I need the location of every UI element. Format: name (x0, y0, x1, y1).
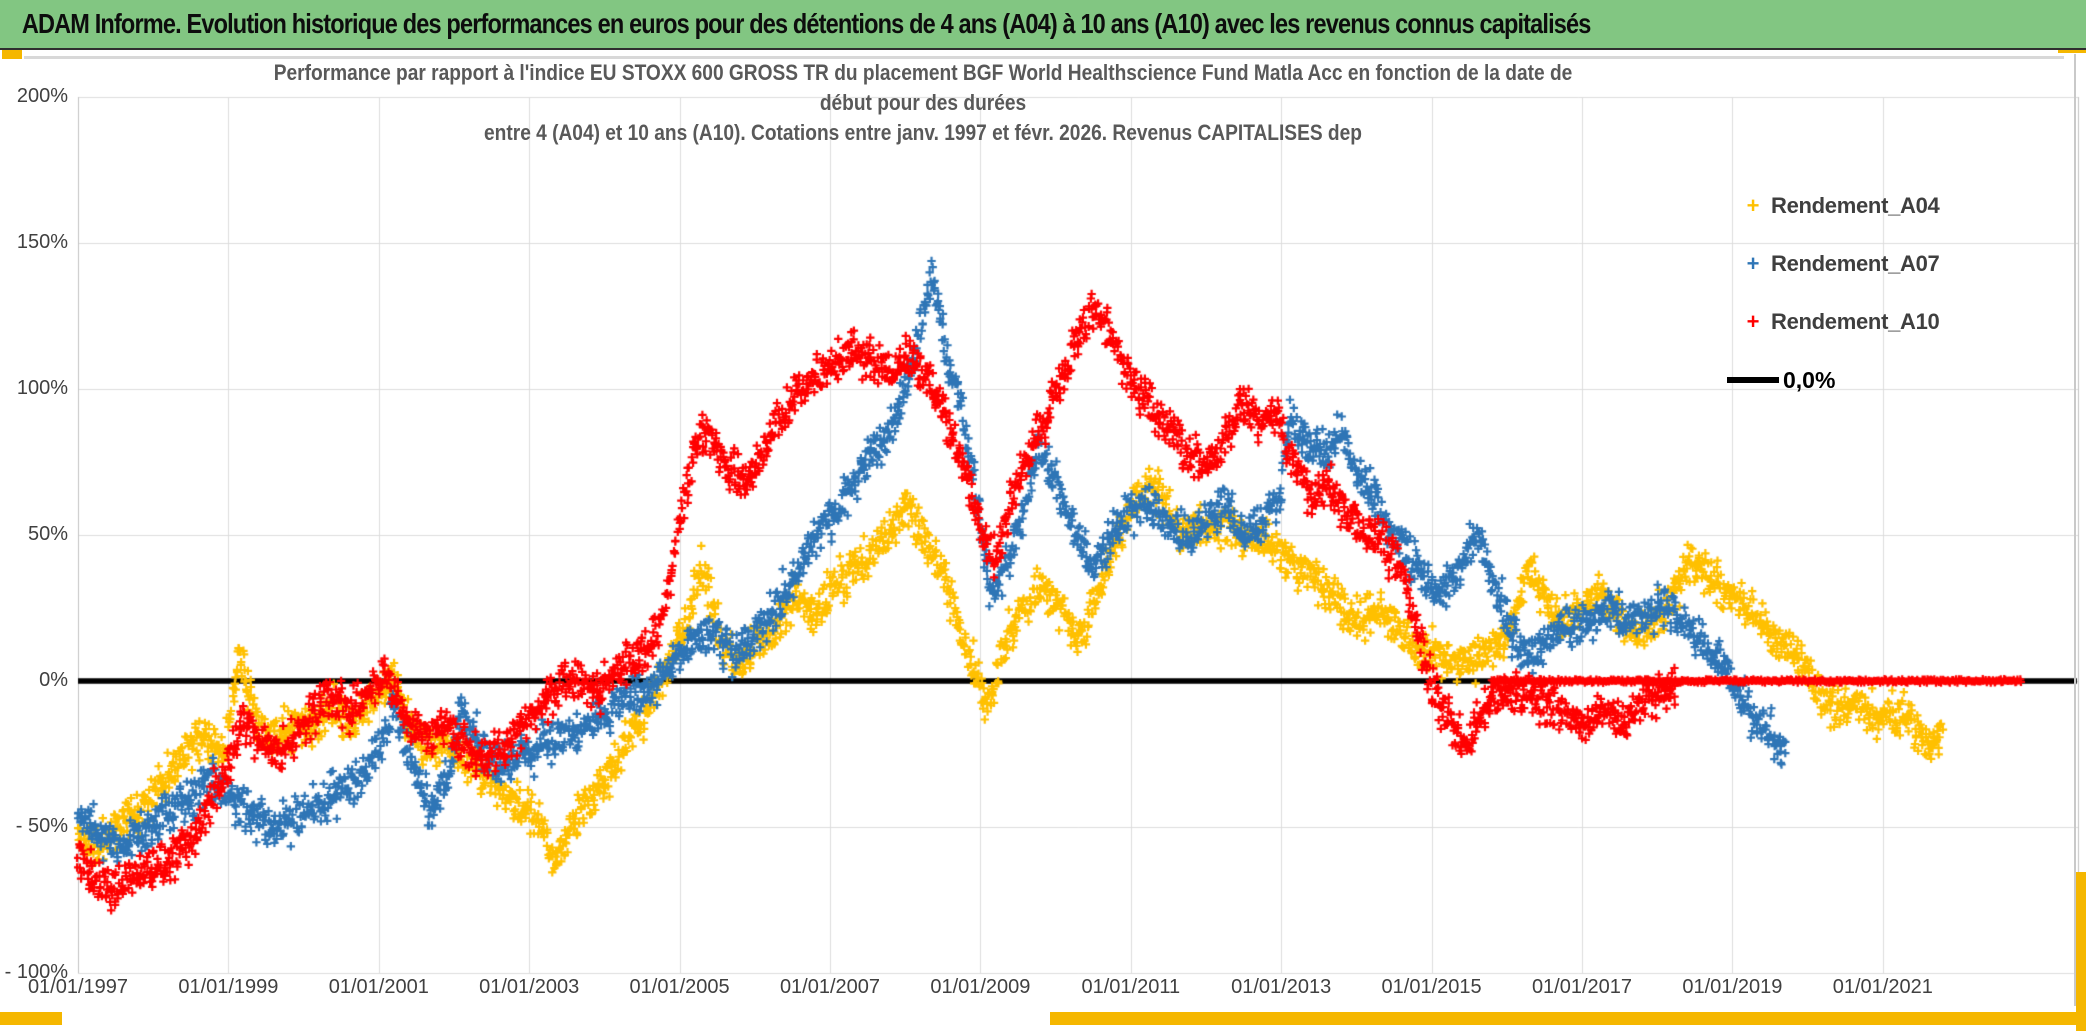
chart-legend: + Rendement_A04 + Rendement_A07 + Rendement_A… (1727, 186, 1965, 418)
plus-marker-icon: + (1746, 309, 1760, 334)
y-axis: 200% 150% 100% 50% 0% - 50% - 100% (0, 0, 68, 1031)
plus-marker-icon: + (1746, 193, 1760, 218)
legend-label: Rendement_A04 (1771, 193, 1940, 218)
x-tick-label: 01/01/2015 (1381, 976, 1482, 998)
x-tick-label: 01/01/1999 (178, 976, 279, 998)
x-tick-label: 01/01/2003 (479, 976, 580, 998)
x-tick-label: 01/01/2021 (1832, 976, 1933, 998)
legend-label: 0,0% (1783, 366, 1836, 393)
gold-accent-top-left (2, 50, 22, 59)
chart-title-line-1: Performance par rapport à l'indice EU ST… (273, 60, 1573, 85)
header-bar: ADAM Informe. Evolution historique des p… (0, 0, 2086, 50)
legend-item-0-0-[interactable]: 0,0% (1727, 360, 1965, 400)
y-tick-label: 200% (16, 85, 68, 107)
y-tick-label: 50% (27, 523, 68, 545)
y-tick-label: 100% (16, 377, 68, 399)
x-tick-label: 01/01/2009 (930, 976, 1031, 998)
gold-accent-right-strip (2076, 872, 2086, 1031)
x-axis: 01/01/1997 01/01/1999 01/01/2001 01/01/2003… (0, 976, 2086, 1004)
y-tick-label: 150% (16, 231, 68, 253)
chart-sheet-right-border (2074, 54, 2076, 1006)
x-tick-label: 01/01/2005 (629, 976, 730, 998)
x-tick-label: 01/01/2001 (328, 976, 429, 998)
x-tick-label: 01/01/2011 (1081, 976, 1181, 998)
legend-label: Rendement_A07 (1771, 251, 1940, 276)
x-tick-label: 01/01/2007 (779, 976, 881, 998)
y-tick-label: - 100% (4, 961, 68, 983)
zero-line-sample (1727, 377, 1779, 383)
y-tick-label: - 50% (15, 815, 68, 837)
x-tick-label: 01/01/1997 (27, 976, 129, 998)
x-tick-label: 01/01/2013 (1231, 976, 1332, 998)
legend-label: Rendement_A10 (1771, 309, 1940, 334)
gold-accent-bottom-left (0, 1012, 62, 1025)
page-title: ADAM Informe. Evolution historique des p… (21, 8, 1592, 39)
x-tick-label: 01/01/2019 (1682, 976, 1783, 998)
plus-marker-icon: + (1746, 251, 1760, 276)
chart-title-line-3: entre 4 (A04) et 10 ans (A10). Cotations… (484, 120, 1362, 145)
gold-accent-bottom-right (1050, 1012, 2086, 1025)
chart-title: Performance par rapport à l'indice EU ST… (188, 58, 1658, 148)
legend-item-rendement-a10[interactable]: + Rendement_A10 (1735, 302, 1965, 342)
header-shadow-line (24, 56, 2064, 59)
y-tick-label: 0% (39, 669, 68, 691)
legend-item-rendement-a04[interactable]: + Rendement_A04 (1735, 186, 1965, 226)
legend-item-rendement-a07[interactable]: + Rendement_A07 (1735, 244, 1965, 284)
x-tick-label: 01/01/2017 (1531, 976, 1633, 998)
chart-title-line-2: début pour des durées (819, 90, 1027, 115)
